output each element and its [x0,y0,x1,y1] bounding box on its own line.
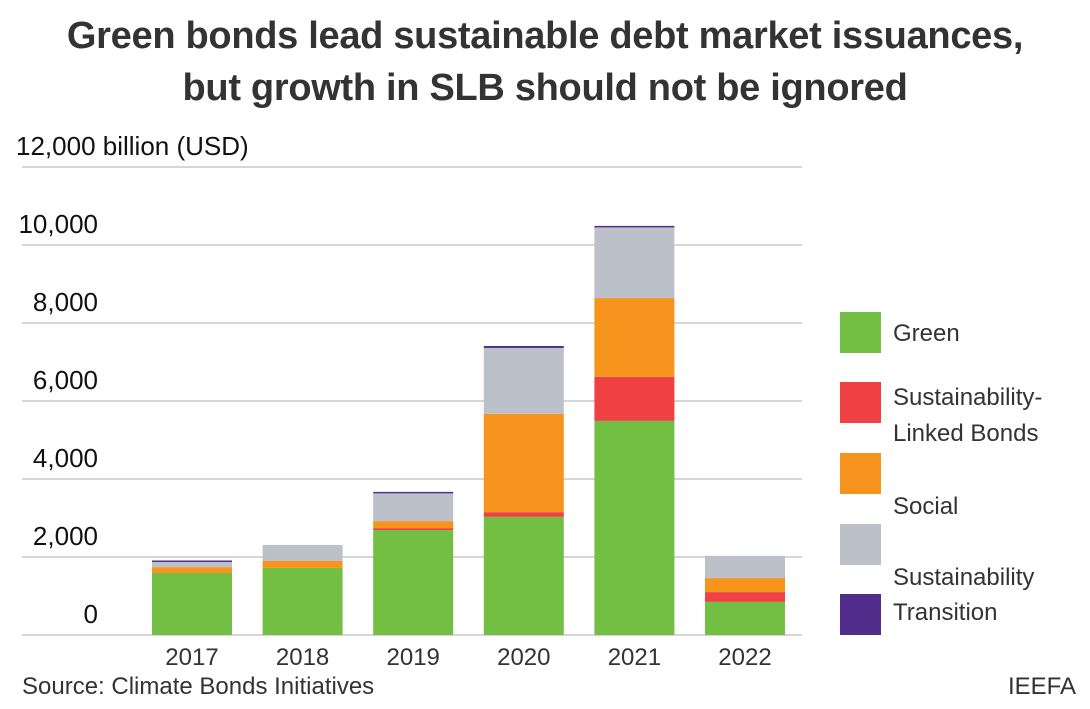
bar-segment-sustainability-2018 [262,544,343,561]
legend-label-line: Linked Bonds [893,420,1039,447]
legend-swatch [840,312,881,353]
bar-segment-social-2018 [262,560,343,568]
y-tick-label: 4,000 [33,443,98,473]
chart-title-line-2: but growth in SLB should not be ignored [182,67,908,109]
bar-segment-transition-2020 [483,346,564,348]
bar-segment-sustainability-linked-bonds-2020 [483,512,564,517]
bar-segment-sustainability-2019 [373,493,454,522]
bar-segment-social-2019 [373,521,454,529]
brand-label: IEEFA [1007,673,1076,700]
x-tick-label: 2017 [165,644,218,671]
legend-label-line: Sustainability [893,564,1035,591]
x-tick-label: 2019 [387,644,440,671]
bar-segment-social-2017 [152,567,232,573]
legend-label-line: Green [893,320,960,347]
bar-segment-green-2017 [152,572,232,635]
source-note: Source: Climate Bonds Initiatives [22,673,375,700]
y-tick-label: 2,000 [33,521,98,551]
legend-swatch [840,382,881,423]
y-tick-label: 12,000 billion (USD) [16,131,249,161]
bar-stack-2019 [373,491,454,635]
legend-label: Social [893,489,958,525]
bar-stack-2017 [152,560,232,635]
bar-segment-sustainability-2022 [705,555,785,579]
bar-segment-green-2021 [594,420,675,635]
bar-segment-transition-2021 [594,225,675,228]
y-tick-label: 10,000 [18,209,98,239]
bars [152,225,785,635]
legend-label-line: Transition [893,599,998,626]
chart-title: Green bonds lead sustainable debt market… [0,10,1090,114]
bar-segment-social-2021 [594,298,675,377]
chart-title-line-1: Green bonds lead sustainable debt market… [66,15,1024,57]
bar-segment-green-2019 [373,530,454,635]
bar-stack-2018 [262,544,343,635]
y-tick-label: 8,000 [33,287,98,317]
y-tick-label: 6,000 [33,365,98,395]
y-axis-ticks: 0 2,000 4,000 6,000 8,000 10,000 12,000 billio… [16,131,249,629]
bar-segment-social-2022 [705,578,785,593]
bar-segment-sustainability-linked-bonds-2019 [373,528,454,531]
legend-swatch [840,453,881,494]
legend-label-line: Sustainability- [893,384,1043,411]
legend-label: Sustainability [893,560,1034,596]
bar-segment-social-2020 [483,413,564,513]
x-axis-ticks: 2017 2018 2019 2020 2021 2022 [165,644,771,671]
legend-label-line: Social [893,493,959,520]
bar-stack-2021 [594,225,675,635]
y-tick-label: 0 [84,599,98,629]
legend-swatch [840,524,881,565]
bar-segment-sustainability-linked-bonds-2021 [594,376,675,421]
legend-label: Green [893,316,960,352]
bar-segment-green-2020 [483,516,564,635]
bar-segment-sustainability-linked-bonds-2022 [705,592,785,602]
bar-segment-transition-2019 [373,491,454,494]
x-tick-label: 2018 [276,644,329,671]
legend-label: Sustainability- Linked Bonds [893,380,1042,452]
bar-segment-sustainability-2021 [594,227,675,299]
bar-segment-green-2018 [262,567,343,635]
bar-segment-sustainability-2020 [483,347,564,414]
bar-segment-transition-2017 [152,560,232,563]
legend-swatch [840,594,881,635]
bar-segment-sustainability-2017 [152,560,232,568]
x-tick-label: 2020 [497,644,550,671]
x-tick-label: 2021 [608,644,661,671]
bar-stack-2022 [705,555,785,635]
legend-label: Transition [893,595,997,631]
bar-stack-2020 [483,346,564,635]
x-tick-label: 2022 [718,644,771,671]
bar-segment-green-2022 [705,601,785,635]
